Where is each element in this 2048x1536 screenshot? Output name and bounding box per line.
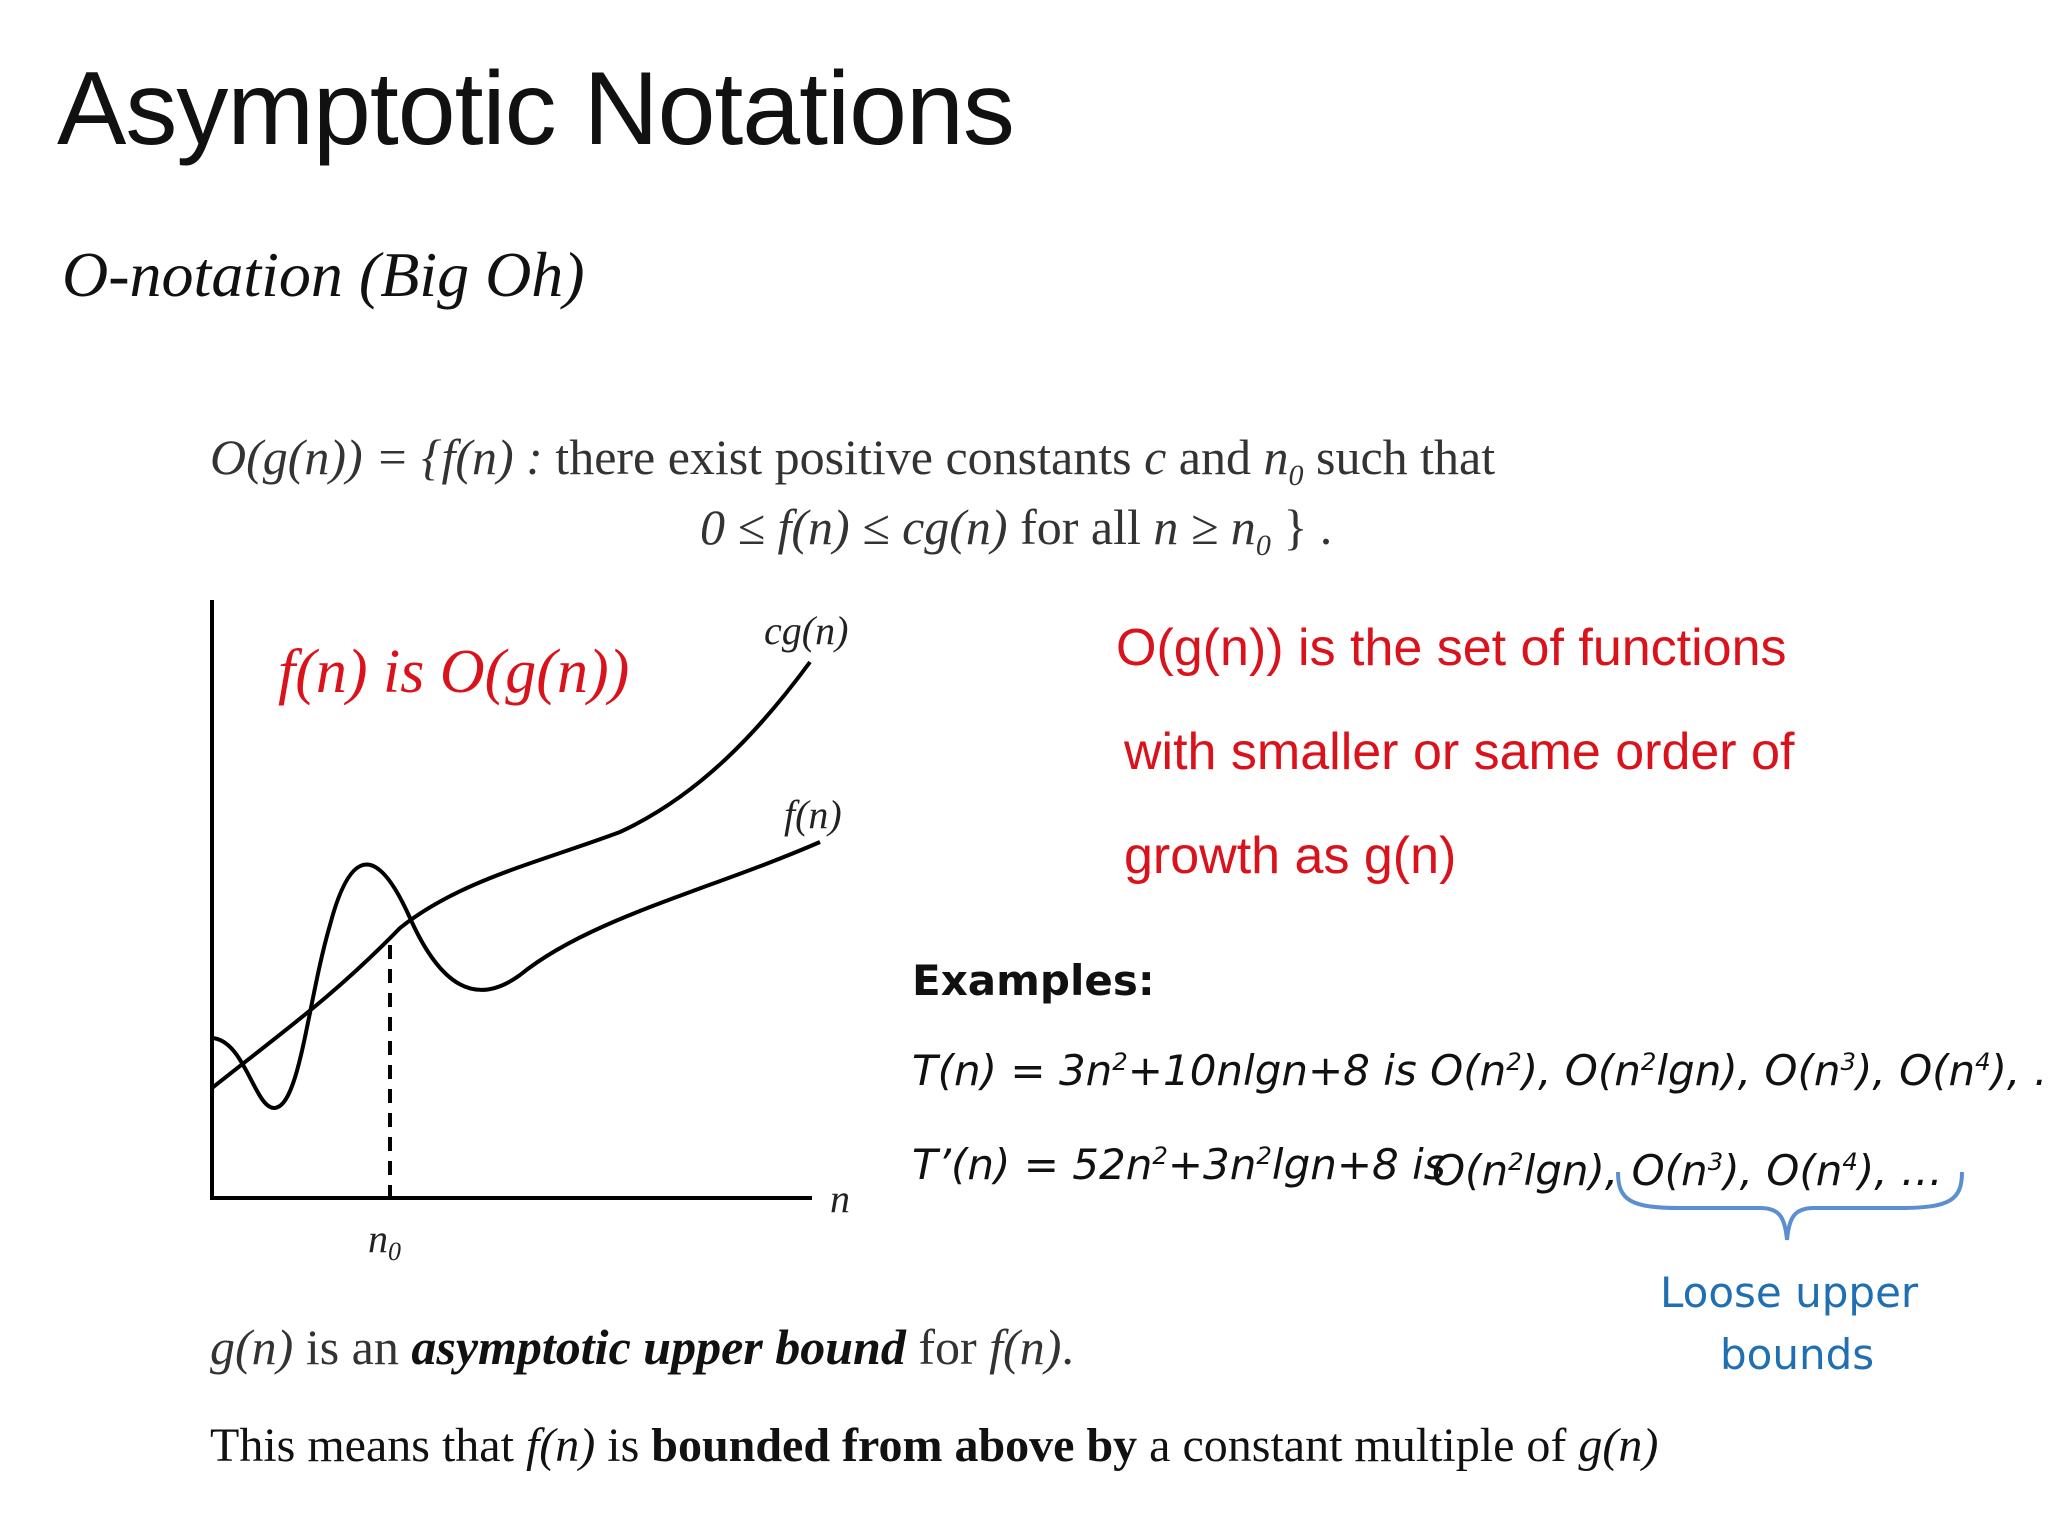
example-1: T(n) = 3n2+10nlgn+8 is O(n2), O(n2lgn), … bbox=[912, 1046, 2048, 1095]
claim-g: g(n) bbox=[1363, 827, 1457, 885]
definition-text: for all bbox=[1020, 499, 1141, 555]
claim-text: is the set of functions bbox=[1283, 619, 1787, 677]
claim-line-2: with smaller or same order of bbox=[1124, 723, 1795, 781]
meaning-statement: This means that f(n) is bounded from abo… bbox=[210, 1419, 1659, 1472]
n0-label: n0 bbox=[368, 1216, 401, 1266]
constant-n0: n0 bbox=[1263, 429, 1304, 492]
claim-text: growth as bbox=[1124, 827, 1364, 885]
x-axis-label: n bbox=[830, 1176, 850, 1221]
definition-text: and bbox=[1178, 429, 1251, 485]
slide-title: Asymptotic Notations bbox=[57, 51, 1015, 167]
examples-heading: Examples: bbox=[912, 956, 1155, 1005]
slide-subtitle: O-notation (Big Oh) bbox=[62, 239, 585, 310]
definition-inequality: 0 ≤ f(n) ≤ cg(n) bbox=[700, 499, 1008, 555]
definition-text: such that bbox=[1315, 429, 1496, 485]
definition-line-1: O(g(n)) = {f(n) : there exist positive c… bbox=[210, 428, 1495, 493]
definition-line-2: 0 ≤ f(n) ≤ cg(n) for all n ≥ n0 } . bbox=[700, 498, 1332, 563]
loose-upper-bounds-label-2: bounds bbox=[1720, 1330, 1875, 1379]
claim-line-1: O(g(n)) is the set of functions bbox=[1116, 618, 1787, 678]
bound-statement: g(n) is an asymptotic upper bound for f(… bbox=[210, 1319, 1074, 1375]
curly-brace bbox=[1616, 1171, 1964, 1241]
definition-text: there exist positive constants bbox=[555, 429, 1132, 485]
definition-close: } . bbox=[1283, 499, 1333, 555]
cg-label: cg(n) bbox=[764, 608, 848, 653]
claim-line-3: growth as g(n) bbox=[1124, 826, 1456, 886]
claim-set: O(g(n)) bbox=[1116, 619, 1284, 677]
definition-set: O(g(n)) = {f(n) : bbox=[210, 429, 543, 485]
claim-in-graph: f(n) is O(g(n)) bbox=[278, 638, 630, 706]
big-oh-graph: cg(n) f(n) n n0 bbox=[210, 600, 850, 1266]
constant-c: c bbox=[1144, 429, 1167, 485]
example-2-bounds: O(n2lgn), O(n3), O(n4), … bbox=[1432, 1146, 1943, 1195]
f-label: f(n) bbox=[784, 792, 842, 837]
definition-condition: n ≥ n0 bbox=[1153, 499, 1271, 562]
loose-upper-bounds-label: Loose upper bbox=[1660, 1268, 1919, 1317]
example-2: T’(n) = 52n2+3n2lgn+8 is bbox=[912, 1140, 1446, 1189]
cg-curve bbox=[210, 660, 812, 1090]
f-curve bbox=[211, 840, 821, 1110]
